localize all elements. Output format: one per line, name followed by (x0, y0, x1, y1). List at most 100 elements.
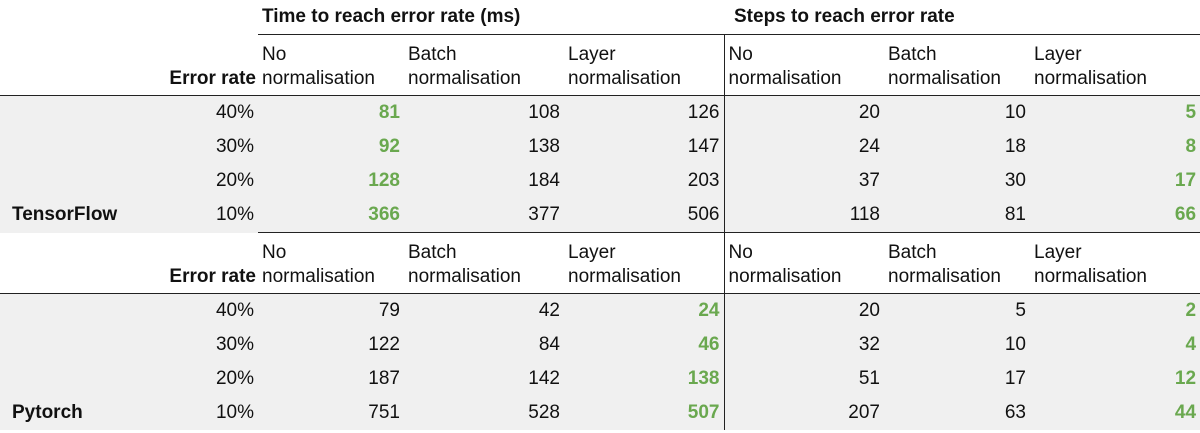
framework-name: TensorFlow (0, 198, 146, 233)
column-header-row: Error rate No normalisation Batch normalisat… (0, 232, 1200, 294)
column-header-line: Layer (1034, 242, 1082, 263)
best-value-cell: 12 (1030, 362, 1200, 396)
framework-cell (0, 130, 146, 164)
error-rate-cell: 40% (146, 293, 258, 328)
error-rate-cell: 20% (146, 164, 258, 198)
value-cell: 187 (258, 362, 404, 396)
column-header-line: Batch (888, 44, 937, 65)
value-cell: 10 (884, 95, 1030, 130)
framework-name: Pytorch (0, 396, 146, 430)
column-header: Layer normalisation (1030, 232, 1200, 294)
best-value-cell: 81 (258, 95, 404, 130)
framework-cell (0, 164, 146, 198)
time-group-title: Time to reach error rate (ms) (258, 0, 724, 35)
best-value-cell: 366 (258, 198, 404, 233)
steps-group-title: Steps to reach error rate (724, 0, 1200, 35)
value-cell: 118 (723, 198, 884, 233)
value-cell: 24 (723, 130, 884, 164)
column-header-line: No (262, 44, 287, 65)
best-value-cell: 5 (1030, 95, 1200, 130)
value-cell: 10 (884, 328, 1030, 362)
value-cell: 126 (564, 95, 724, 130)
column-header-line: normalisation (1034, 266, 1147, 287)
best-value-cell: 46 (564, 328, 724, 362)
column-header-line: Batch (408, 44, 457, 65)
value-cell: 79 (258, 293, 404, 328)
column-header: Batch normalisation (884, 232, 1030, 294)
value-cell: 506 (564, 198, 724, 233)
table-row: 40% 81 108 126 20 10 5 (0, 95, 1200, 130)
error-rate-header: Error rate (169, 68, 256, 89)
column-header-line: normalisation (888, 68, 1001, 89)
error-rate-cell: 30% (146, 130, 258, 164)
value-cell: 108 (404, 95, 564, 130)
best-value-cell: 2 (1030, 293, 1200, 328)
value-cell: 147 (564, 130, 724, 164)
column-header-line: normalisation (262, 266, 375, 287)
framework-cell (0, 293, 146, 328)
column-header-line: No (262, 242, 287, 263)
value-cell: 18 (884, 130, 1030, 164)
column-header-line: Batch (888, 242, 937, 263)
error-rate-cell: 40% (146, 95, 258, 130)
table-row: 20% 128 184 203 37 30 17 (0, 164, 1200, 198)
error-rate-cell: 30% (146, 328, 258, 362)
column-header: Batch normalisation (404, 35, 564, 96)
best-value-cell: 8 (1030, 130, 1200, 164)
value-cell: 138 (404, 130, 564, 164)
value-cell: 5 (884, 293, 1030, 328)
column-header-row: Error rate No normalisation Batch normalisat… (0, 34, 1200, 96)
value-cell: 84 (404, 328, 564, 362)
table-row: TensorFlow 10% 366 377 506 118 81 66 (0, 198, 1200, 233)
column-header-line: normalisation (728, 266, 842, 287)
best-value-cell: 44 (1030, 396, 1200, 430)
column-header-line: normalisation (568, 68, 681, 89)
column-header-line: Layer (568, 44, 616, 65)
table-row: 30% 122 84 46 32 10 4 (0, 328, 1200, 362)
value-cell: 184 (404, 164, 564, 198)
column-header: No normalisation (258, 232, 404, 294)
value-cell: 17 (884, 362, 1030, 396)
value-cell: 51 (723, 362, 884, 396)
column-header: Layer normalisation (1030, 35, 1200, 96)
table-row: 20% 187 142 138 51 17 12 (0, 362, 1200, 396)
column-header-line: Batch (408, 242, 457, 263)
column-header-line: normalisation (262, 68, 375, 89)
table-row: 30% 92 138 147 24 18 8 (0, 130, 1200, 164)
value-cell: 207 (723, 396, 884, 430)
value-cell: 142 (404, 362, 564, 396)
best-value-cell: 4 (1030, 328, 1200, 362)
framework-cell (0, 362, 146, 396)
value-cell: 377 (404, 198, 564, 233)
column-header: No normalisation (723, 34, 884, 96)
column-header-line: normalisation (728, 68, 842, 89)
value-cell: 20 (723, 293, 884, 328)
column-header-line: Layer (1034, 44, 1082, 65)
error-rate-cell: 20% (146, 362, 258, 396)
column-header-line: normalisation (408, 68, 521, 89)
value-cell: 203 (564, 164, 724, 198)
value-cell: 528 (404, 396, 564, 430)
value-cell: 81 (884, 198, 1030, 233)
best-value-cell: 138 (564, 362, 724, 396)
column-header: No normalisation (258, 35, 404, 96)
column-header-line: normalisation (408, 266, 521, 287)
column-header: Layer normalisation (564, 232, 724, 294)
value-cell: 37 (723, 164, 884, 198)
column-header: Batch normalisation (404, 232, 564, 294)
error-rate-header: Error rate (169, 266, 256, 287)
column-header-line: normalisation (1034, 68, 1147, 89)
framework-cell (0, 95, 146, 130)
column-header: Layer normalisation (564, 35, 724, 96)
value-cell: 20 (723, 95, 884, 130)
best-value-cell: 507 (564, 396, 724, 430)
value-cell: 42 (404, 293, 564, 328)
column-header: Batch normalisation (884, 35, 1030, 96)
best-value-cell: 66 (1030, 198, 1200, 233)
table-row: 40% 79 42 24 20 5 2 (0, 293, 1200, 328)
table-row: Pytorch 10% 751 528 507 207 63 44 (0, 396, 1200, 430)
value-cell: 751 (258, 396, 404, 430)
best-value-cell: 24 (564, 293, 724, 328)
